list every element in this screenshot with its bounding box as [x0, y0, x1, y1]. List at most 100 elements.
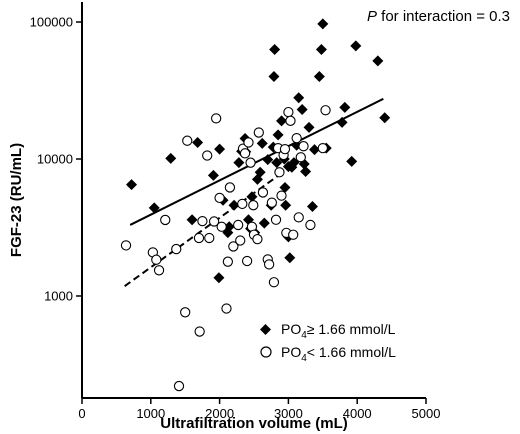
- legend-marker-circle: [260, 346, 272, 358]
- x-tick-label: 3000: [274, 406, 303, 421]
- data-point-low: [295, 152, 306, 163]
- data-point-low: [216, 221, 227, 232]
- data-point-high: [309, 144, 321, 156]
- data-point-low: [221, 303, 232, 314]
- data-point-low: [257, 187, 269, 198]
- data-point-low: [180, 307, 191, 318]
- data-point-low: [283, 106, 294, 118]
- x-tick-label: 5000: [412, 406, 441, 421]
- data-point-high: [256, 137, 268, 149]
- data-point-low: [173, 380, 185, 392]
- data-point-high: [279, 181, 291, 193]
- x-tick-label: 1000: [136, 406, 165, 421]
- data-point-high: [272, 129, 284, 141]
- data-point-low: [194, 326, 205, 337]
- data-point-high: [223, 221, 235, 233]
- data-point-low: [202, 150, 213, 161]
- data-point-high: [233, 157, 245, 169]
- data-point-low: [208, 216, 220, 227]
- data-point-high: [350, 40, 362, 52]
- data-point-low: [263, 259, 275, 270]
- data-point-high: [213, 272, 225, 284]
- data-point-low: [248, 200, 259, 211]
- data-point-high: [207, 169, 219, 181]
- data-point-low: [228, 241, 239, 252]
- data-point-high: [271, 157, 283, 169]
- legend-marker-diamond: [260, 324, 271, 335]
- data-point-low: [182, 135, 193, 146]
- legend-label-high: PO4≥ 1.66 mmol/L: [281, 321, 396, 341]
- data-point-low: [305, 219, 316, 231]
- data-point-high: [280, 199, 292, 211]
- legend-low-sub: 4: [301, 353, 307, 364]
- data-point-high: [269, 44, 281, 56]
- legend-low-suffix: < 1.66 mmol/L: [307, 344, 396, 360]
- data-point-high: [192, 136, 204, 148]
- data-point-high: [306, 201, 318, 213]
- data-point-high: [268, 71, 280, 83]
- data-point-low: [268, 277, 280, 288]
- x-tick-label: 4000: [343, 406, 372, 421]
- legend-high-sub: 4: [301, 330, 307, 341]
- data-point-low: [233, 219, 244, 231]
- legend-label-low: PO4< 1.66 mmol/L: [281, 344, 396, 364]
- data-point-high: [339, 101, 351, 113]
- data-point-low: [151, 254, 162, 265]
- data-point-low: [222, 256, 234, 267]
- data-point-high: [258, 217, 270, 229]
- data-point-high: [313, 71, 325, 83]
- data-point-low: [224, 182, 236, 193]
- data-point-high: [379, 112, 391, 124]
- data-point-low: [291, 132, 302, 144]
- x-axis-title: Ultrafiltration volume (mL): [160, 415, 348, 432]
- data-point-high: [228, 199, 240, 211]
- data-point-low: [120, 240, 132, 251]
- data-point-high: [300, 166, 312, 178]
- data-point-low: [153, 265, 165, 276]
- data-point-low: [279, 144, 291, 155]
- data-point-high: [372, 55, 384, 67]
- y-axis-title: FGF-23 (RU/mL): [8, 143, 25, 257]
- data-point-low: [193, 232, 205, 244]
- data-point-low: [320, 105, 331, 116]
- data-point-low: [317, 143, 328, 154]
- y-tick-label: 100000: [30, 15, 73, 30]
- data-point-high: [148, 202, 160, 214]
- legend: PO4≥ 1.66 mmol/L PO4< 1.66 mmol/L: [260, 321, 396, 364]
- y-tick-label: 10000: [37, 152, 73, 167]
- data-point-low: [276, 190, 287, 201]
- data-point-low: [211, 113, 222, 124]
- x-tick-label: 0: [78, 406, 85, 421]
- data-point-high: [317, 18, 329, 30]
- data-point-low: [252, 233, 263, 245]
- data-point-high: [336, 116, 348, 128]
- legend-high-suffix: ≥ 1.66 mmol/L: [307, 321, 396, 337]
- data-point-high: [262, 154, 274, 166]
- data-point-low: [243, 137, 254, 148]
- data-point-high: [126, 179, 138, 191]
- data-point-high: [276, 115, 288, 127]
- axes: [81, 2, 426, 399]
- data-point-high: [246, 191, 258, 203]
- data-point-low: [298, 141, 309, 152]
- data-point-low: [285, 115, 296, 126]
- data-point-low: [270, 214, 282, 225]
- data-point-low: [288, 229, 299, 240]
- data-point-low: [235, 235, 246, 246]
- annotation-text: for interaction = 0.3: [377, 8, 510, 25]
- data-point-high: [165, 152, 177, 164]
- legend-low-prefix: PO: [281, 344, 301, 360]
- data-point-high: [315, 44, 327, 56]
- data-point-high: [254, 166, 266, 178]
- legend-high-prefix: PO: [281, 321, 301, 337]
- data-point-high: [346, 155, 358, 167]
- data-point-low: [171, 243, 182, 255]
- data-point-high: [303, 121, 315, 133]
- data-point-low: [204, 232, 215, 244]
- annotation-p: P: [367, 8, 377, 25]
- interaction-annotation: P for interaction = 0.3: [367, 8, 510, 25]
- data-point-high: [214, 143, 226, 155]
- x-tick-label: 2000: [205, 406, 234, 421]
- data-point-low: [160, 214, 171, 226]
